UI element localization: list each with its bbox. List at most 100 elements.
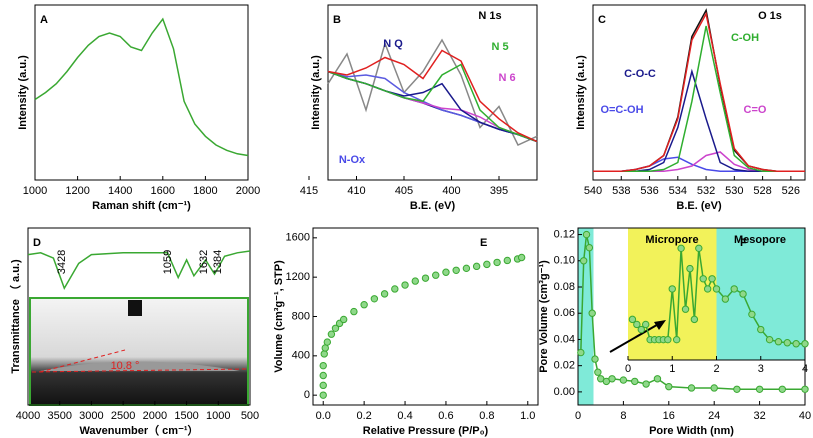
data-point bbox=[642, 380, 650, 388]
data-point bbox=[703, 285, 712, 293]
annotation: Micropore bbox=[645, 234, 698, 246]
data-point bbox=[339, 315, 348, 324]
x-tick-label: 1 bbox=[669, 363, 675, 375]
data-point bbox=[591, 355, 599, 363]
panel-label: F bbox=[740, 237, 747, 249]
x-axis-label: Wavenumber（ cm⁻¹） bbox=[79, 424, 198, 437]
y-axis-label: Intensity (a.u.) bbox=[575, 55, 587, 130]
y-tick-label: 0.04 bbox=[554, 333, 575, 345]
y-tick-label: 1200 bbox=[286, 271, 310, 283]
plot-frame bbox=[327, 4, 538, 181]
data-point bbox=[681, 305, 690, 313]
x-tick-label: 0 bbox=[575, 410, 581, 422]
y-axis-label: Pore Volume (cm³g⁻¹) bbox=[538, 260, 550, 373]
data-point bbox=[442, 268, 450, 276]
annotation: N 1s bbox=[478, 10, 501, 22]
data-point bbox=[452, 266, 460, 274]
data-point bbox=[801, 385, 809, 393]
x-tick-label: 500 bbox=[241, 410, 259, 422]
data-point bbox=[594, 368, 602, 376]
data-point bbox=[517, 253, 526, 262]
annotation: 3428 bbox=[56, 250, 68, 274]
x-tick-label: 1000 bbox=[206, 410, 230, 422]
y-axis-label: Intensity (a.u.) bbox=[310, 55, 322, 130]
x-tick-label: 1500 bbox=[174, 410, 198, 422]
needle bbox=[128, 300, 142, 316]
x-tick-label: 2500 bbox=[111, 410, 135, 422]
x-tick-label: 1800 bbox=[193, 185, 217, 197]
y-tick-label: 800 bbox=[292, 310, 310, 322]
x-tick-label: 530 bbox=[725, 185, 743, 197]
tangent bbox=[39, 349, 126, 373]
data-point bbox=[672, 335, 681, 344]
panel-label: B bbox=[333, 14, 341, 26]
inset-arrow bbox=[609, 321, 663, 353]
data-point bbox=[733, 385, 741, 393]
data-point bbox=[577, 348, 585, 357]
series-line bbox=[593, 8, 805, 173]
mesopore-region bbox=[716, 228, 805, 360]
data-point bbox=[690, 315, 699, 324]
x-tick-label: 4 bbox=[802, 363, 808, 375]
x-tick-label: 1.0 bbox=[520, 410, 535, 422]
series-line bbox=[327, 49, 538, 143]
data-point bbox=[755, 385, 764, 393]
data-point bbox=[631, 377, 639, 386]
data-point bbox=[695, 244, 703, 253]
panel-label: D bbox=[33, 237, 41, 249]
series-line bbox=[327, 63, 538, 143]
data-point bbox=[360, 301, 368, 309]
data-point bbox=[319, 371, 327, 380]
x-tick-label: 0.8 bbox=[479, 410, 494, 422]
x-tick-label: 32 bbox=[753, 410, 765, 422]
data-point bbox=[585, 243, 594, 252]
series-line bbox=[327, 38, 538, 146]
x-tick-label: 395 bbox=[490, 185, 508, 197]
data-point bbox=[721, 295, 730, 303]
data-point bbox=[319, 381, 327, 390]
baseline bbox=[31, 368, 247, 373]
data-point bbox=[582, 230, 591, 239]
series-line bbox=[593, 156, 805, 173]
data-point bbox=[665, 382, 673, 391]
annotation: 1059 bbox=[162, 250, 174, 274]
x-tick-label: 528 bbox=[753, 185, 771, 197]
x-tick-label: 2000 bbox=[143, 410, 167, 422]
data-point bbox=[579, 257, 588, 265]
x-tick-label: 4000 bbox=[16, 410, 40, 422]
data-point bbox=[421, 274, 430, 282]
x-tick-label: 540 bbox=[584, 185, 602, 197]
data-point bbox=[628, 315, 637, 324]
data-point bbox=[633, 320, 641, 329]
y-tick-label: 0.12 bbox=[554, 228, 575, 240]
x-tick-label: 1200 bbox=[65, 185, 89, 197]
data-point bbox=[783, 339, 791, 347]
annotation: 1384 bbox=[212, 250, 224, 274]
x-tick-label: 410 bbox=[347, 185, 365, 197]
x-axis-label: Relative Pressure (P/P₀) bbox=[363, 425, 489, 437]
data-point bbox=[686, 264, 694, 273]
data-point bbox=[765, 335, 774, 344]
annotation: O=C-OH bbox=[600, 104, 643, 116]
droplet bbox=[40, 361, 240, 371]
data-point bbox=[327, 330, 336, 338]
data-point bbox=[319, 361, 327, 370]
plot-frame bbox=[577, 227, 806, 406]
x-axis-label: Pore Width (nm) bbox=[649, 425, 734, 437]
plot-frame bbox=[312, 227, 539, 406]
x-axis-label: Raman shift (cm⁻¹) bbox=[92, 200, 191, 212]
annotation: N 6 bbox=[498, 72, 515, 84]
x-tick-label: 400 bbox=[442, 185, 460, 197]
x-tick-label: 534 bbox=[669, 185, 687, 197]
arrow-head bbox=[654, 320, 666, 330]
x-tick-label: 0.4 bbox=[397, 410, 412, 422]
y-tick-label: 0.00 bbox=[554, 386, 575, 398]
annotation: 1632 bbox=[198, 250, 210, 274]
data-point bbox=[391, 285, 399, 293]
data-point bbox=[642, 320, 650, 329]
data-point bbox=[710, 384, 718, 392]
data-point bbox=[730, 285, 738, 293]
annotation: C=O bbox=[744, 104, 767, 116]
x-tick-label: 3500 bbox=[47, 410, 71, 422]
plot-frame bbox=[34, 4, 249, 181]
